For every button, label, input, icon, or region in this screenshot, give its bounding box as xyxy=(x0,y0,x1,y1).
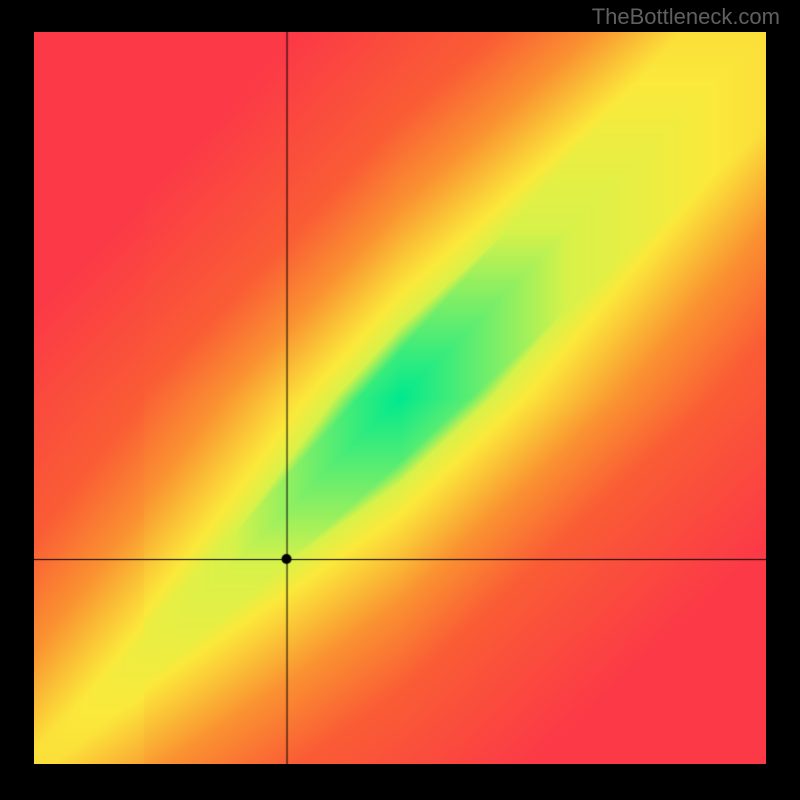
heatmap-canvas xyxy=(34,32,766,764)
bottleneck-chart-container: TheBottleneck.com xyxy=(0,0,800,800)
heatmap-chart xyxy=(34,32,766,764)
attribution-text: TheBottleneck.com xyxy=(592,4,780,30)
